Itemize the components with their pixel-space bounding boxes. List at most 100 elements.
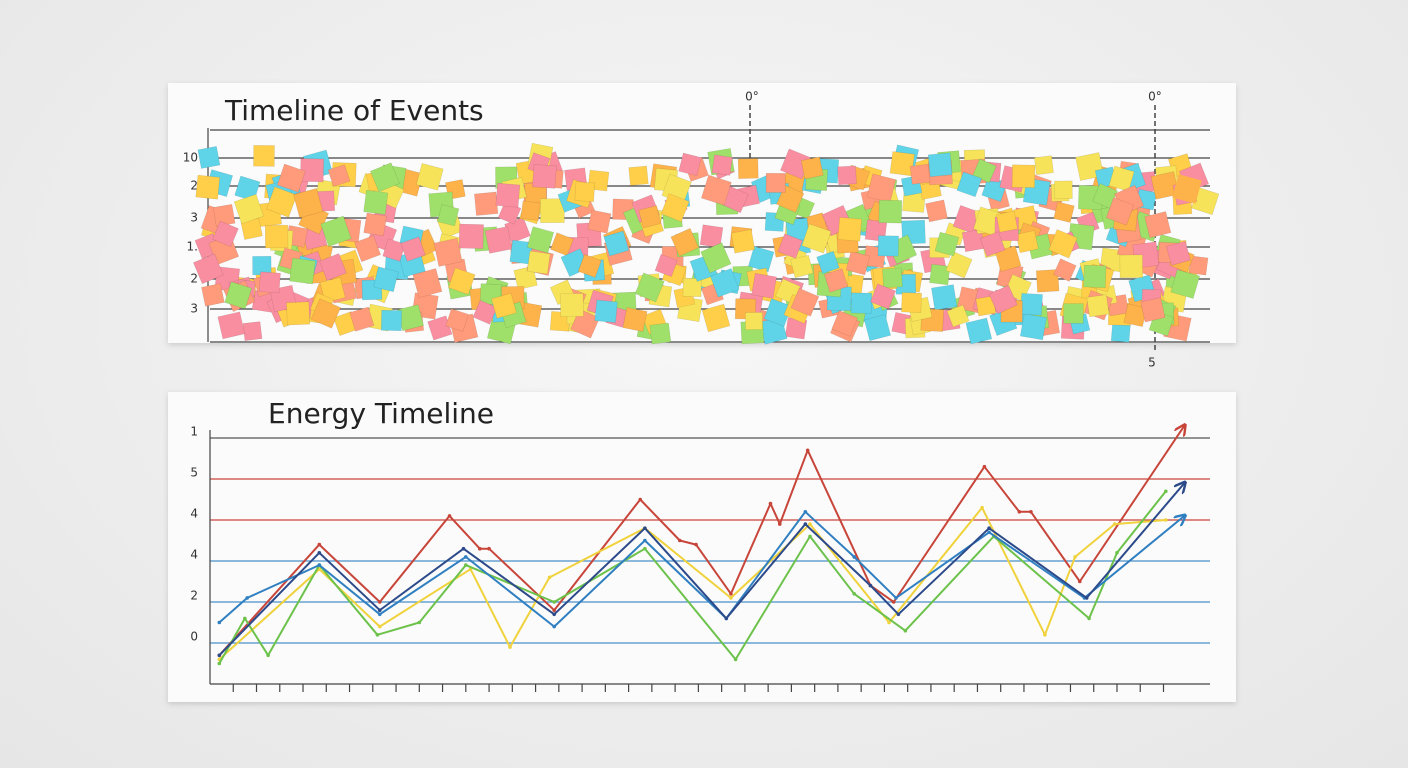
point (377, 600, 382, 604)
sticky-note (845, 250, 871, 276)
y-tick-label: 2 (190, 272, 198, 286)
sticky-note (550, 232, 574, 257)
y-tick-label: 0 (190, 630, 198, 644)
sticky-note (931, 284, 958, 311)
point (643, 546, 647, 551)
y-tick-label: 1. (187, 240, 198, 254)
point (464, 555, 468, 559)
sticky-note (638, 205, 662, 229)
sticky-note (264, 224, 289, 249)
sticky-note (777, 233, 803, 259)
sticky-note (577, 254, 602, 278)
annotation: 0° (745, 90, 759, 104)
point (1164, 489, 1168, 494)
sticky-note (373, 266, 399, 293)
sticky-note (882, 267, 903, 289)
sticky-note (927, 152, 953, 178)
sticky-note (495, 182, 521, 208)
sticky-note (790, 254, 814, 279)
point (1043, 633, 1047, 637)
sticky-note (988, 284, 1018, 315)
point (552, 600, 556, 604)
sticky-note (1108, 165, 1135, 192)
point (980, 505, 984, 510)
point (552, 612, 556, 617)
point (852, 592, 856, 596)
sticky-note (1144, 211, 1172, 239)
sticky-note (1053, 201, 1075, 223)
sticky-note (242, 321, 263, 341)
sticky-note (559, 293, 584, 318)
point (724, 616, 729, 621)
y-tick-label: 3 (190, 302, 198, 316)
sticky-note (532, 164, 557, 189)
sticky-note (380, 309, 403, 332)
sticky-note (831, 310, 858, 337)
sticky-note (745, 312, 763, 331)
sticky-note (700, 242, 732, 274)
y-tick-label: 4 (190, 507, 198, 521)
sticky-note (197, 146, 221, 169)
sticky-note (1140, 297, 1166, 323)
sticky-note (1019, 313, 1047, 341)
sticky-note (1170, 269, 1201, 299)
sticky-note (400, 236, 426, 262)
sticky-note (266, 186, 298, 218)
sticky-note (484, 226, 513, 254)
sticky-note (622, 307, 648, 332)
sticky-note (1054, 180, 1073, 200)
annotation: 0° (1148, 90, 1162, 104)
point (803, 522, 808, 526)
sticky-note (628, 165, 649, 186)
sticky-note (751, 273, 777, 299)
point (266, 653, 270, 658)
sticky-note (370, 162, 400, 193)
sticky-note (363, 189, 389, 215)
sticky-note (801, 223, 832, 254)
sticky-note (850, 292, 873, 314)
sticky-note (1020, 293, 1043, 316)
point (1112, 522, 1117, 526)
point (552, 624, 556, 629)
point (317, 551, 322, 555)
point (377, 608, 382, 612)
sticky-note (293, 188, 324, 219)
point (729, 596, 733, 600)
sticky-notes (192, 142, 1220, 345)
point (1084, 596, 1089, 600)
point (1029, 510, 1033, 514)
sticky-note (1110, 322, 1131, 343)
sticky-note (1048, 229, 1078, 259)
sticky-note (996, 210, 1018, 233)
sticky-note (730, 229, 756, 254)
point (317, 542, 322, 547)
point (1087, 616, 1091, 621)
sticky-note (866, 173, 897, 203)
sticky-note (1086, 294, 1110, 318)
sticky-note (748, 245, 775, 273)
sticky-note (526, 250, 551, 275)
sticky-note (437, 204, 460, 227)
sticky-note (276, 163, 306, 193)
point (733, 657, 738, 662)
sticky-note (289, 257, 316, 285)
sticky-note (224, 281, 253, 310)
sticky-note (1034, 155, 1054, 176)
sticky-note (319, 253, 347, 281)
sticky-note (286, 301, 311, 326)
sticky-note (800, 156, 824, 180)
sticky-note (458, 223, 484, 249)
sticky-note (790, 287, 820, 317)
sticky-note (670, 228, 700, 257)
point (887, 620, 891, 625)
point (643, 538, 647, 543)
sticky-note (195, 174, 221, 200)
sticky-note (837, 165, 857, 186)
sticky-note (253, 145, 275, 167)
point (377, 624, 382, 629)
point (805, 448, 810, 453)
sticky-note (946, 304, 970, 328)
sticky-note (837, 216, 863, 242)
sticky-note (212, 220, 239, 248)
sticky-note (201, 283, 225, 307)
